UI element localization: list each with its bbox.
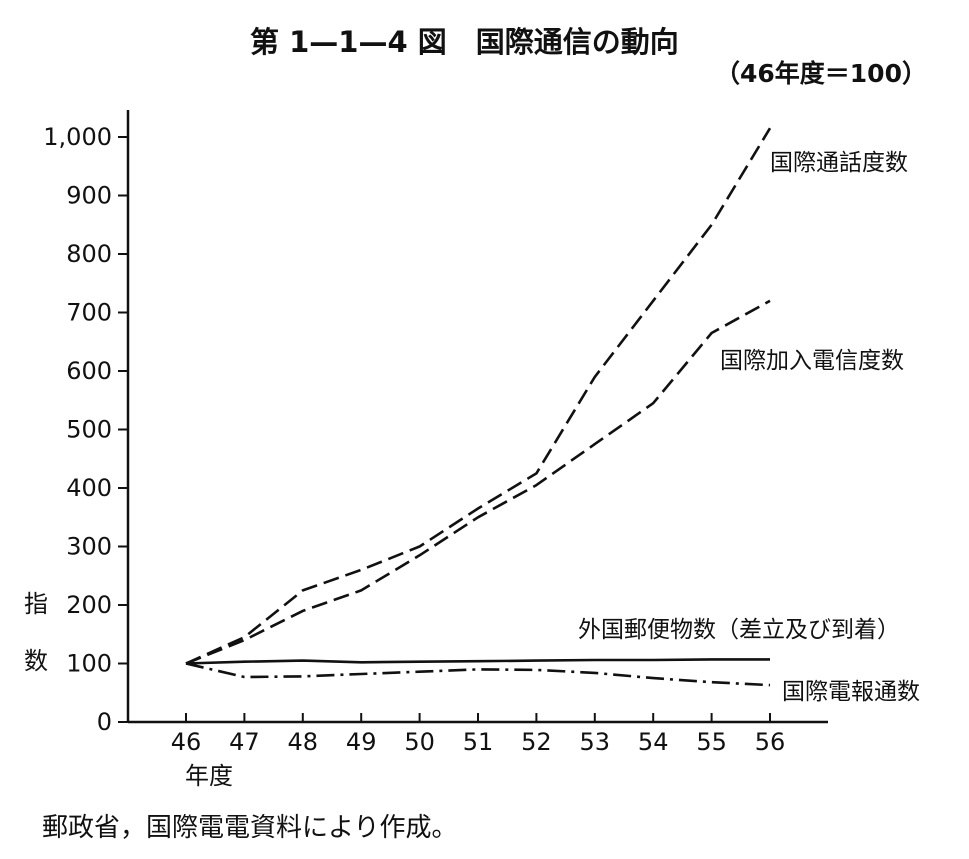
- x-tick-label: 48: [288, 728, 319, 756]
- y-axis-label: 指数: [24, 590, 48, 675]
- y-tick-label: 900: [66, 182, 112, 210]
- y-tick-label: 100: [66, 650, 112, 678]
- x-tick-label: 56: [755, 728, 786, 756]
- x-ticks: 46 47 48 49 50 51 52 53 54 55 56: [171, 713, 786, 756]
- chart-subtitle: （46年度＝100）: [715, 59, 927, 88]
- x-tick-label: 51: [463, 728, 494, 756]
- y-tick-label: 300: [66, 533, 112, 561]
- y-axis-label-char: 数: [24, 647, 48, 675]
- series-line-3: [185, 662, 771, 687]
- y-tick-label: 700: [66, 299, 112, 327]
- x-tick-label: 54: [638, 728, 669, 756]
- y-tick-label: 500: [66, 416, 112, 444]
- x-tick-label: 52: [521, 728, 552, 756]
- series-lines: [185, 127, 772, 687]
- series-line-0: [185, 127, 772, 665]
- y-ticks: 0 100 200 300 400 500 600 700 800 900 1,000: [43, 123, 128, 736]
- x-tick-label: 46: [171, 728, 202, 756]
- y-tick-label: 0: [97, 708, 112, 736]
- chart-title: 第 1—1—4 図 国際通信の動向: [250, 25, 679, 59]
- series-label-mail: 外国郵便物数（差立及び到着）: [578, 617, 900, 643]
- series-label-calls: 国際通話度数: [770, 150, 908, 176]
- y-tick-label: 800: [66, 240, 112, 268]
- y-tick-label: 200: [66, 591, 112, 619]
- series-line-1: [185, 299, 771, 665]
- source-note: 郵政省，国際電電資料により作成。: [42, 813, 457, 843]
- x-tick-label: 47: [229, 728, 260, 756]
- x-tick-label: 55: [696, 728, 727, 756]
- series-label-telegram: 国際電報通数: [782, 679, 920, 705]
- series-line-2: [185, 658, 770, 665]
- x-tick-label: 49: [346, 728, 377, 756]
- plot-area: 0 100 200 300 400 500 600 700 800 900 1,000 46 47 48…: [43, 110, 828, 756]
- x-tick-label: 50: [404, 728, 435, 756]
- x-axis-label: 年度: [185, 762, 233, 790]
- series-label-telex: 国際加入電信度数: [720, 348, 904, 374]
- y-tick-label: 1,000: [43, 123, 112, 151]
- y-axis-label-char: 指: [24, 590, 48, 618]
- x-tick-label: 53: [580, 728, 611, 756]
- y-tick-label: 600: [66, 357, 112, 385]
- y-tick-label: 400: [66, 474, 112, 502]
